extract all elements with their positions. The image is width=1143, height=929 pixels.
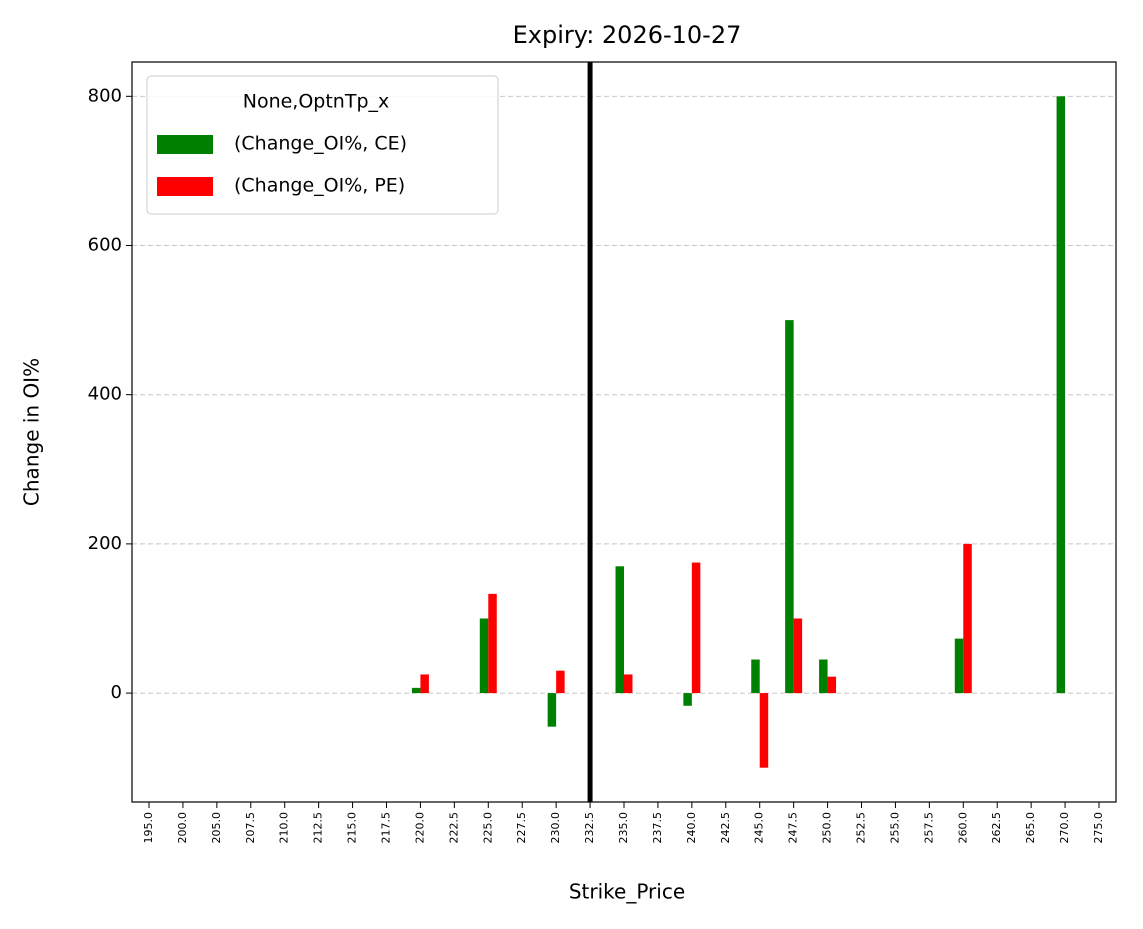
x-tick-label: 230.0 (549, 812, 562, 844)
y-tick-label: 400 (88, 384, 122, 405)
bar (624, 674, 633, 694)
x-tick-label: 262.5 (990, 812, 1003, 844)
x-tick-label: 212.5 (312, 812, 325, 844)
legend-label: (Change_OI%, PE) (234, 175, 405, 197)
x-tick-label: 207.5 (244, 812, 257, 844)
bar (411, 687, 421, 694)
x-tick-label: 215.0 (346, 812, 359, 844)
bar (785, 320, 794, 694)
x-tick-label: 275.0 (1092, 812, 1105, 844)
x-tick-label: 252.5 (855, 812, 868, 844)
x-tick-label: 250.0 (821, 812, 834, 844)
bar (1056, 96, 1066, 694)
legend-label: (Change_OI%, CE) (234, 133, 407, 155)
x-tick-label: 255.0 (888, 812, 901, 844)
bar (954, 638, 964, 694)
x-tick-label: 225.0 (481, 812, 494, 844)
bar (691, 562, 701, 694)
bar (827, 676, 837, 694)
bar (547, 693, 557, 727)
bar (819, 659, 828, 694)
x-tick-label: 245.0 (753, 812, 766, 844)
bar (683, 693, 692, 706)
y-tick-label: 800 (88, 85, 122, 106)
bar (759, 693, 769, 768)
legend-box (146, 75, 499, 215)
bar (615, 566, 624, 694)
legend-swatch (157, 177, 213, 196)
y-tick-label: 600 (88, 235, 122, 256)
x-tick-label: 270.0 (1058, 812, 1071, 844)
x-tick-label: 265.0 (1024, 812, 1037, 844)
x-tick-label: 195.0 (142, 812, 155, 844)
y-tick-label: 200 (88, 533, 122, 554)
x-tick-label: 257.5 (922, 812, 935, 844)
x-tick-label: 200.0 (176, 812, 189, 844)
x-tick-label: 240.0 (685, 812, 698, 844)
bar (751, 659, 760, 694)
bar (793, 618, 803, 694)
x-tick-label: 232.5 (583, 812, 596, 844)
x-tick-label: 222.5 (447, 812, 460, 844)
x-tick-label: 237.5 (651, 812, 664, 844)
x-tick-label: 247.5 (787, 812, 800, 844)
x-tick-label: 227.5 (515, 812, 528, 844)
x-axis-label: Strike_Price (569, 880, 685, 904)
x-tick-label: 210.0 (278, 812, 291, 844)
x-tick-label: 235.0 (617, 812, 630, 844)
y-tick-label: 0 (111, 682, 122, 703)
bar (479, 618, 489, 694)
legend-swatch (157, 135, 213, 154)
legend-title: None,OptnTp_x (243, 91, 390, 113)
x-tick-label: 242.5 (719, 812, 732, 844)
bar (556, 670, 565, 694)
y-axis-label: Change in OI% (20, 358, 44, 506)
bar (488, 593, 497, 694)
x-tick-label: 260.0 (956, 812, 969, 844)
bar (963, 543, 972, 694)
x-tick-label: 217.5 (380, 812, 393, 844)
x-tick-label: 205.0 (210, 812, 223, 844)
bar (420, 674, 429, 694)
chart-title: Expiry: 2026-10-27 (513, 21, 742, 49)
plot-frame (131, 61, 1117, 803)
x-tick-label: 220.0 (413, 812, 426, 844)
